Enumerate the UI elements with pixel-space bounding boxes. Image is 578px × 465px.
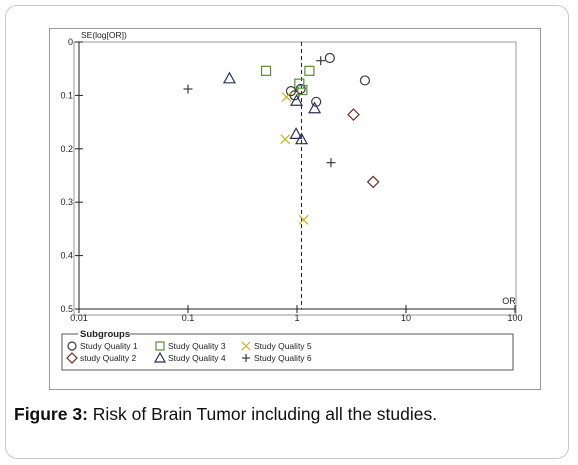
- data-point-series-1: [359, 75, 371, 86]
- legend-marker-1-shape: [67, 341, 77, 351]
- legend-title-bg: [78, 328, 130, 338]
- x-axis-label: OR: [502, 296, 516, 306]
- data-point-series-6: [183, 84, 193, 94]
- data-point-series-2-shape: [366, 175, 380, 189]
- data-point-series-3-shape: [297, 84, 308, 96]
- data-point-series-5-stroke: [280, 134, 291, 145]
- data-point-series-5-stroke: [298, 214, 309, 225]
- data-point-series-4: [222, 71, 236, 84]
- data-point-series-4: [290, 93, 304, 106]
- legend-box: [61, 333, 514, 371]
- y-tick-label: 0.3: [60, 197, 73, 207]
- legend-label-6: Study Quality 6: [254, 353, 312, 363]
- legend-label-5: Study Quality 5: [254, 341, 312, 351]
- data-point-series-1: [324, 52, 335, 64]
- legend-marker-4-shape: [153, 351, 167, 363]
- data-point-series-4-shape: [308, 101, 322, 114]
- legend-label-1: Study Quality 1: [80, 341, 138, 351]
- y-tick-label: 0.2: [60, 144, 73, 154]
- x-tick-label: 0.1: [182, 313, 195, 323]
- legend-label-4: Study Quality 4: [168, 353, 226, 363]
- data-point-series-3: [297, 84, 308, 96]
- figure-caption: Figure 3: Risk of Brain Tumor including …: [14, 404, 437, 425]
- legend-title: Subgroups: [80, 329, 130, 340]
- legend-label-3: Study Quality 3: [168, 341, 226, 351]
- data-point-series-3: [294, 78, 305, 89]
- data-point-series-4: [308, 101, 322, 114]
- y-tick-label: 0.4: [60, 251, 73, 261]
- y-tick-label: 0: [68, 37, 73, 47]
- legend-marker-3-shape: [155, 341, 165, 351]
- legend: Study Quality 1 study Quality 2 Study Qual…: [66, 341, 312, 364]
- data-point-series-4-shape: [294, 132, 309, 145]
- x-tick-label: 0.01: [70, 313, 88, 323]
- data-point-series-1-shape: [295, 83, 306, 95]
- legend-marker-4: [153, 351, 167, 363]
- x-tick-label: 100: [507, 313, 522, 323]
- data-point-series-3-shape: [304, 65, 315, 76]
- x-tick-label: 1: [294, 313, 299, 323]
- legend-marker-2-shape: [66, 352, 78, 364]
- legend-marker-6: [242, 354, 250, 362]
- data-point-series-4-shape: [290, 93, 304, 106]
- data-point-series-1-shape: [359, 75, 371, 86]
- data-point-series-2-shape: [347, 108, 360, 121]
- y-tick-label: 0.5: [60, 304, 73, 314]
- data-point-series-3-shape: [294, 78, 305, 89]
- y-axis-label: SE(log[OR]): [81, 30, 127, 40]
- legend-label-2: study Quality 2: [80, 353, 136, 363]
- data-point-series-6: [316, 56, 326, 66]
- data-point-series-5: [298, 214, 309, 225]
- data-point-series-4-shape: [222, 71, 236, 84]
- data-point-series-4-shape: [289, 127, 303, 139]
- data-point-series-3: [304, 65, 315, 76]
- data-point-series-1-shape: [324, 52, 335, 64]
- data-point-series-3-shape: [260, 65, 272, 76]
- data-point-series-1: [295, 83, 306, 95]
- data-point-series-2: [366, 175, 380, 189]
- axes: 0 0.1 0.2 0.3 0.4 0.50.01 0.1 1 10 100 SE(log[OR])…: [60, 30, 522, 323]
- y-tick-label: 0.1: [60, 90, 73, 100]
- legend-marker-1: [67, 341, 77, 351]
- data-point-series-3: [260, 65, 272, 76]
- plot-area: [73, 41, 517, 316]
- data-points: [183, 52, 380, 225]
- data-point-series-6: [326, 158, 336, 168]
- data-point-series-5-stroke: [281, 92, 292, 102]
- x-tick-label: 10: [401, 313, 411, 323]
- legend-marker-3: [155, 341, 165, 351]
- legend-marker-2: [66, 352, 78, 364]
- data-point-series-4: [289, 127, 303, 139]
- data-point-series-4: [294, 132, 309, 145]
- data-point-series-2: [347, 108, 360, 121]
- caption-text: Risk of Brain Tumor including all the st…: [87, 404, 438, 424]
- data-point-series-5: [281, 92, 292, 102]
- legend-marker-5-stroke: [241, 341, 251, 351]
- data-point-series-5: [280, 134, 291, 145]
- legend-marker-5: [241, 341, 251, 351]
- caption-label: Figure 3:: [14, 404, 88, 424]
